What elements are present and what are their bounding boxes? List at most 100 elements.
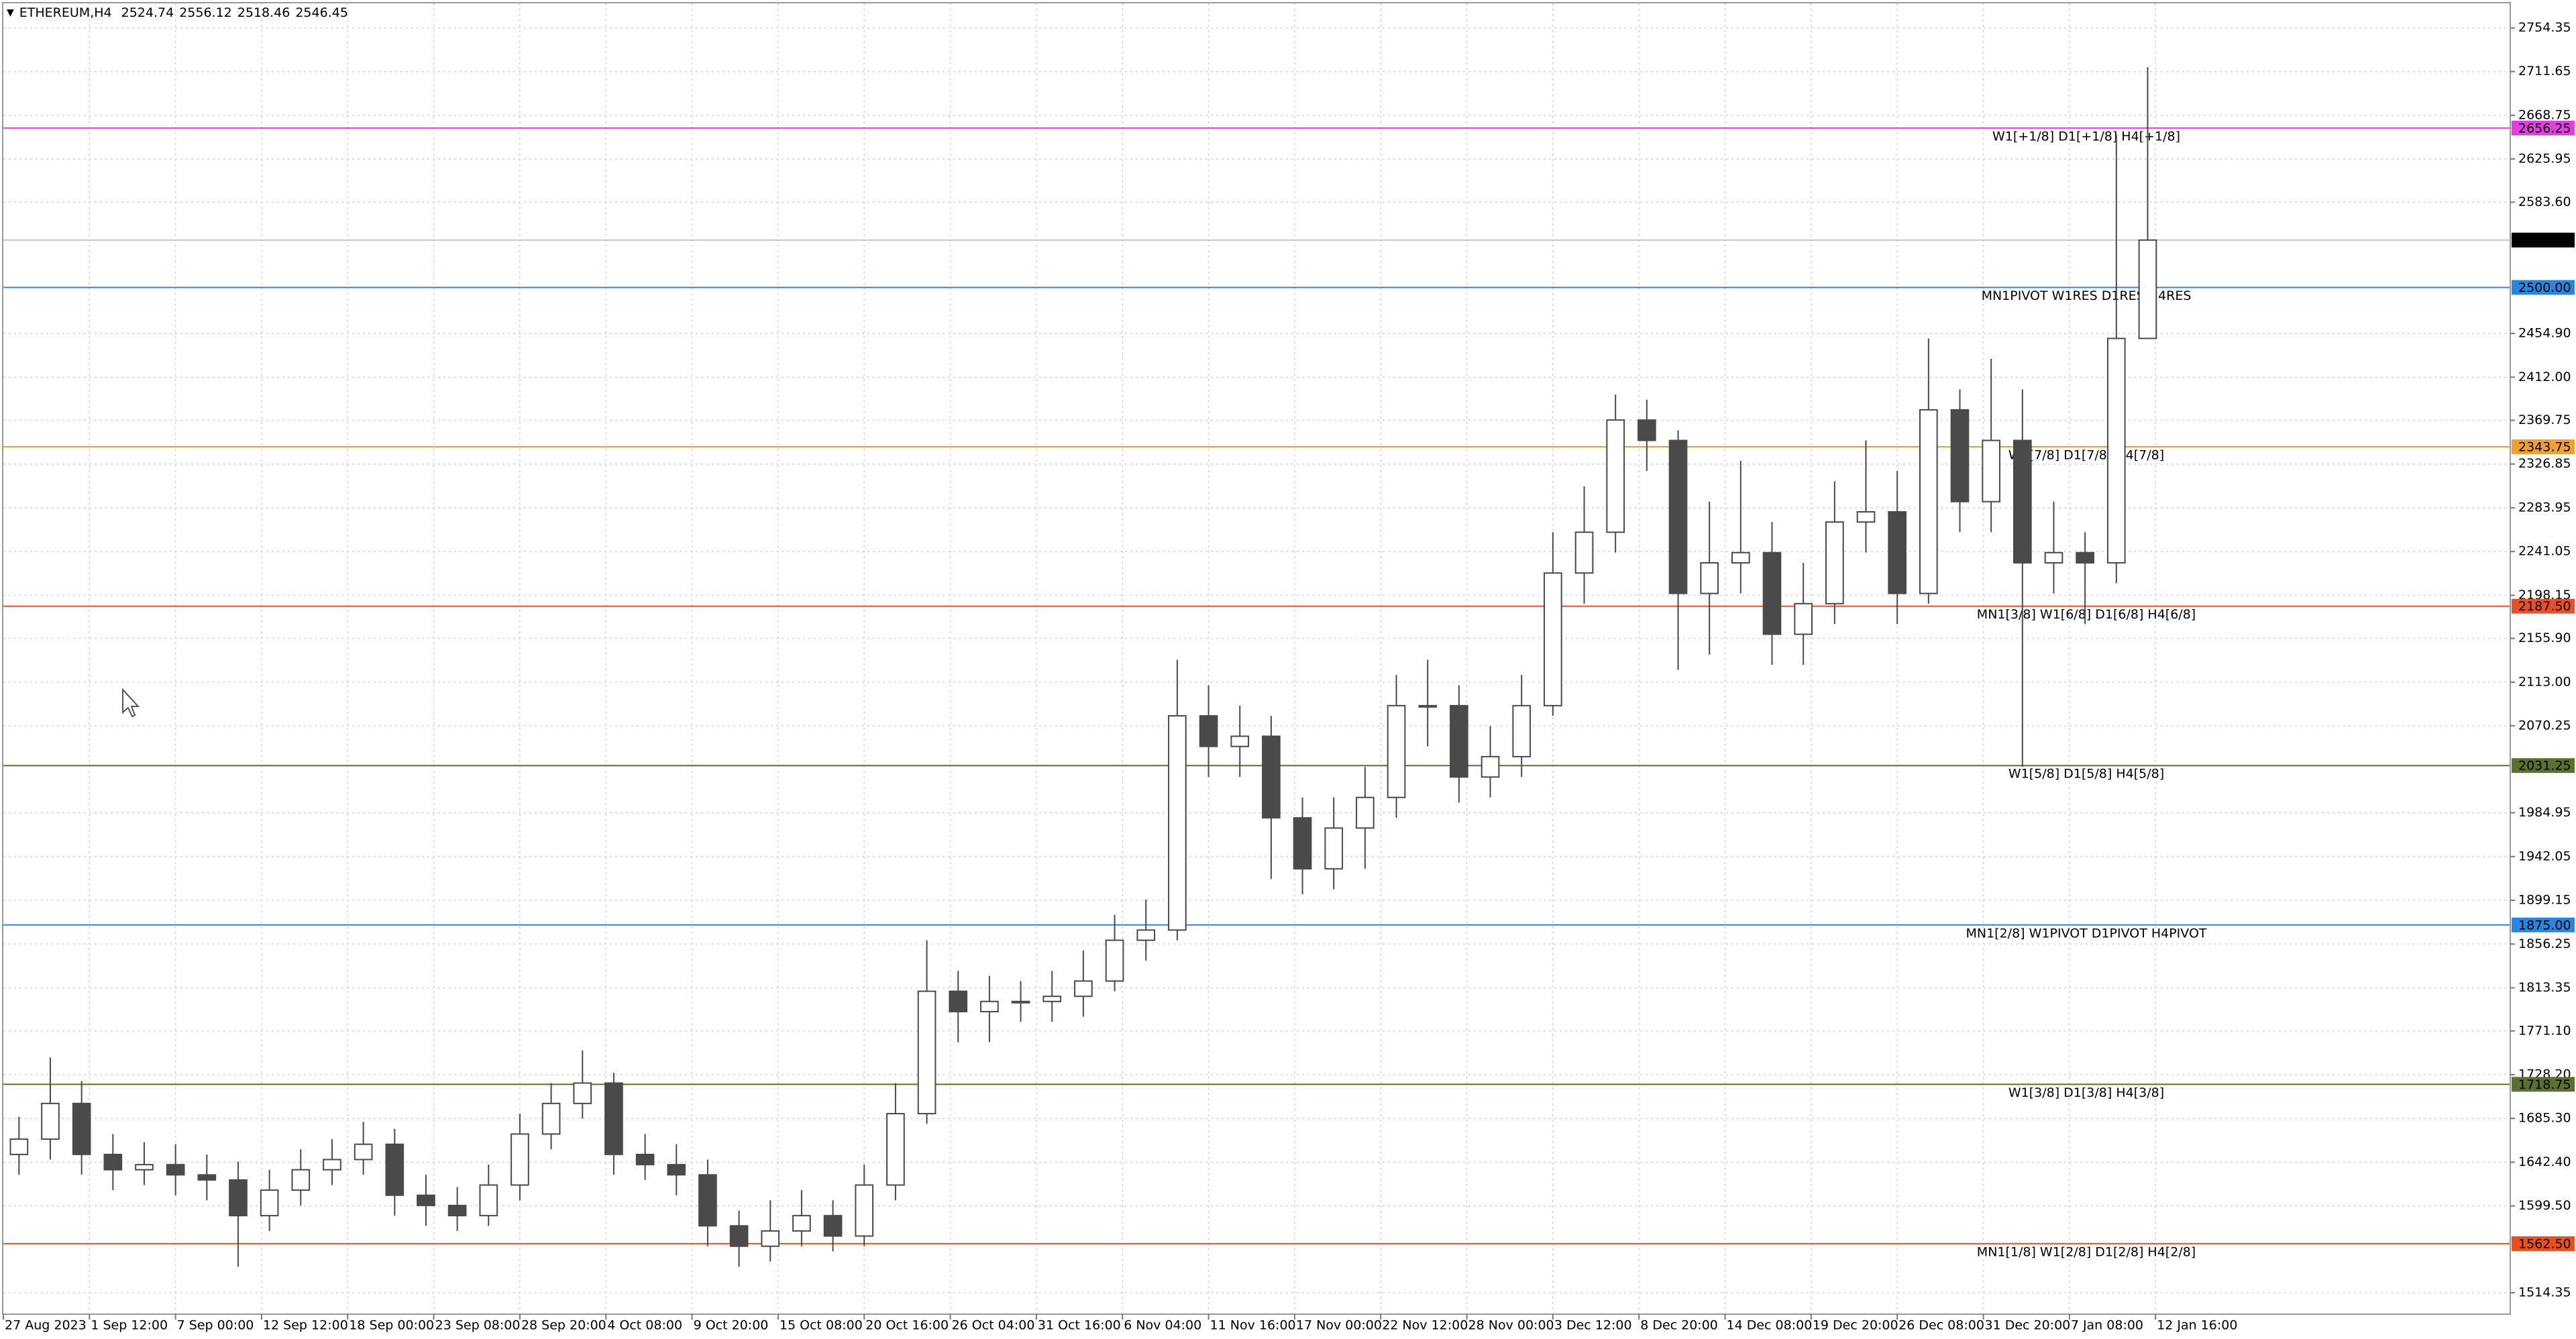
last-price-label: 2546.45 — [2518, 233, 2571, 248]
level-price-label: 2187.50 — [2518, 599, 2571, 614]
level-price-label: 1562.50 — [2518, 1236, 2571, 1251]
y-tick-label: 2369.75 — [2518, 413, 2571, 427]
candle-body — [1512, 704, 1532, 757]
candle-body — [729, 1225, 749, 1247]
y-tick-label: 2711.65 — [2518, 64, 2571, 78]
level-price-label: 1718.75 — [2518, 1077, 2571, 1092]
y-tick-label: 2113.00 — [2518, 674, 2571, 689]
candle-body — [1356, 796, 1375, 829]
candle-body — [1230, 735, 1250, 747]
y-tick-label: 2625.95 — [2518, 151, 2571, 166]
candle-body — [41, 1102, 60, 1140]
candle-body — [541, 1102, 561, 1135]
x-tick-label: 26 Oct 04:00 — [952, 1318, 1035, 1333]
candle-body — [1168, 715, 1187, 931]
x-tick-label: 7 Jan 08:00 — [2071, 1318, 2143, 1333]
candle-body — [792, 1215, 811, 1232]
candle-body — [1638, 419, 1656, 441]
candle-body — [417, 1194, 435, 1206]
close: 2546.45 — [295, 5, 348, 20]
candle-body — [479, 1184, 498, 1217]
x-tick-label: 28 Nov 00:00 — [1468, 1318, 1554, 1333]
y-tick-label: 2283.95 — [2518, 500, 2571, 515]
candle-body — [917, 990, 936, 1115]
candle-body — [1293, 817, 1312, 870]
level-label: W1[+1/8] D1[+1/8] H4[+1/8] — [1992, 129, 2180, 144]
level-label: MN1[2/8] W1PIVOT D1PIVOT H4PIVOT — [1966, 926, 2206, 941]
x-tick-label: 26 Dec 08:00 — [1898, 1318, 1984, 1333]
y-tick-label: 1685.30 — [2518, 1111, 2571, 1126]
candle-body — [1387, 704, 1406, 798]
x-tick-label: 31 Dec 20:00 — [1984, 1318, 2070, 1333]
y-tick-label: 1514.35 — [2518, 1285, 2571, 1300]
menu-arrow[interactable]: ▼ — [7, 7, 14, 18]
plot-frame — [2, 2, 2511, 1315]
level-price-box — [2512, 917, 2575, 932]
candle-body — [1606, 419, 1625, 533]
candle-body — [1481, 755, 1500, 778]
x-tick-label: 4 Oct 08:00 — [607, 1318, 682, 1333]
level-label: W1[3/8] D1[3/8] H4[3/8] — [2008, 1085, 2164, 1100]
x-tick-label: 15 Oct 08:00 — [780, 1318, 863, 1333]
chart-header: ▼ ETHEREUM,H4 2524.74 2556.12 2518.46 2546.45 — [7, 5, 348, 20]
candle-body — [886, 1113, 905, 1186]
candle-body — [354, 1143, 373, 1161]
candle-body — [1668, 439, 1688, 594]
y-tick-label: 1856.25 — [2518, 936, 2571, 951]
candle-body — [1450, 704, 1468, 778]
candle-body — [447, 1204, 467, 1217]
level-price-box — [2512, 280, 2575, 295]
candle-body — [385, 1143, 405, 1196]
y-tick-label: 1771.10 — [2518, 1023, 2571, 1038]
level-label: MN1[3/8] W1[6/8] D1[6/8] H4[6/8] — [1977, 607, 2196, 622]
candle-body — [229, 1179, 248, 1217]
x-tick-label: 27 Aug 2023 — [5, 1318, 87, 1333]
x-tick-label: 22 Nov 12:00 — [1382, 1318, 1468, 1333]
low: 2518.46 — [237, 5, 290, 20]
candle-body — [103, 1153, 123, 1171]
level-price-box — [2512, 598, 2575, 614]
level-price-box — [2512, 758, 2575, 773]
level-price-label: 2343.75 — [2518, 440, 2571, 455]
x-tick-label: 12 Jan 16:00 — [2157, 1318, 2237, 1333]
candle-body — [604, 1082, 623, 1155]
candle-body — [1262, 735, 1281, 819]
x-tick-label: 31 Oct 16:00 — [1038, 1318, 1121, 1333]
candle-body — [291, 1169, 311, 1191]
candle-body — [1574, 531, 1594, 574]
candle-body — [949, 990, 968, 1013]
y-tick-label: 1813.35 — [2518, 980, 2571, 995]
level-price-box — [2512, 1077, 2575, 1092]
x-tick-label: 12 Sep 12:00 — [263, 1318, 348, 1333]
x-tick-label: 8 Dec 20:00 — [1640, 1318, 1718, 1333]
symbol: ETHEREUM,H4 — [19, 5, 112, 20]
x-tick-label: 1 Sep 12:00 — [91, 1318, 168, 1333]
candle-body — [2076, 551, 2094, 564]
candle-body — [2012, 439, 2032, 564]
candle-body — [855, 1184, 874, 1237]
candle-body — [2106, 337, 2126, 564]
candle-body — [761, 1230, 780, 1247]
y-tick-label: 2241.05 — [2518, 544, 2571, 559]
x-tick-label: 18 Sep 00:00 — [349, 1318, 434, 1333]
candle-body — [1982, 439, 2000, 502]
candle-body — [1919, 409, 1938, 594]
y-tick-label: 2155.90 — [2518, 631, 2571, 645]
candle-body — [197, 1174, 217, 1181]
candle-body — [2138, 239, 2157, 339]
y-tick-label: 2754.35 — [2518, 20, 2571, 35]
candle-body — [1762, 551, 1782, 635]
y-tick-label: 1984.95 — [2518, 805, 2571, 820]
x-tick-label: 20 Oct 16:00 — [865, 1318, 949, 1333]
grid-layer — [3, 3, 2510, 1314]
candle-body — [511, 1133, 529, 1186]
candle-body — [1418, 704, 1438, 708]
candle-body — [166, 1164, 185, 1176]
x-tick-label: 14 Dec 08:00 — [1727, 1318, 1813, 1333]
candle-body — [1825, 521, 1844, 604]
candle-body — [9, 1138, 29, 1155]
candle-body — [1011, 1000, 1030, 1004]
x-tick-label: 9 Oct 20:00 — [694, 1318, 769, 1333]
